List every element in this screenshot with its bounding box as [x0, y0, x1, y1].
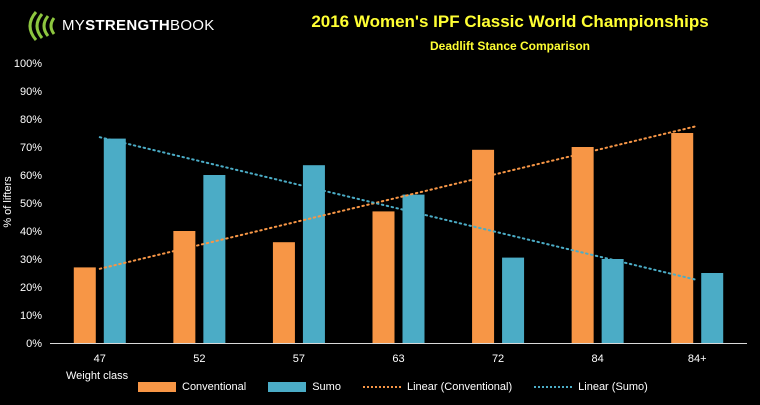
x-tick-label: 52	[193, 353, 205, 365]
logo-text-strength: STRENGTH	[85, 17, 171, 34]
x-tick-label: 57	[293, 353, 305, 365]
logo-arc-2	[35, 13, 44, 39]
logo-text-my: MY	[62, 17, 86, 34]
x-tick-label: 72	[492, 353, 504, 365]
y-tick-label: 100%	[14, 58, 42, 70]
y-tick-label: 80%	[20, 114, 42, 126]
legend-swatch-conventional	[138, 382, 176, 392]
legend-swatch-linear-conventional	[362, 386, 401, 388]
chart-title: 2016 Women's IPF Classic World Champions…	[311, 12, 709, 31]
bar-conventional-57	[272, 242, 295, 343]
bar-conventional-84+	[671, 133, 694, 343]
legend-item-conventional: Conventional	[138, 381, 246, 393]
bar-sumo-57	[302, 165, 325, 343]
bar-sumo-84	[601, 259, 624, 343]
trendline-conventional	[98, 125, 699, 270]
mystrengthbook-logo	[28, 11, 56, 41]
y-tick-label: 10%	[20, 310, 42, 322]
bar-conventional-84	[571, 147, 594, 343]
legend-item-sumo: Sumo	[268, 381, 341, 393]
bar-sumo-84+	[701, 273, 724, 343]
y-tick-label: 70%	[20, 142, 42, 154]
bar-sumo-63	[402, 194, 425, 343]
legend-swatch-sumo	[268, 382, 307, 392]
x-tick-label: 63	[392, 353, 404, 365]
x-tick-label: 84+	[688, 353, 707, 365]
logo-arc-1	[28, 11, 38, 41]
bar-conventional-72	[472, 149, 495, 343]
chart-subtitle: Deadlift Stance Comparison	[429, 39, 591, 53]
y-tick-label: 50%	[20, 198, 42, 210]
y-tick-label: 30%	[20, 254, 42, 266]
x-tick-label: 47	[94, 353, 106, 365]
logo-wordmark: MYSTRENGTHBOOK	[62, 17, 215, 34]
logo-arc-4	[49, 17, 56, 35]
bar-conventional-63	[372, 211, 395, 343]
legend: Conventional Sumo Linear (Conventional) …	[138, 378, 670, 396]
logo-arc-3	[42, 15, 50, 37]
legend-label-linear-sumo: Linear (Sumo)	[578, 381, 648, 393]
y-tick-label: 90%	[20, 86, 42, 98]
bar-conventional-47	[73, 267, 96, 343]
y-tick-label: 0%	[26, 338, 42, 350]
x-axis-label: Weight class	[66, 370, 129, 382]
x-tick-label: 84	[592, 353, 604, 365]
trendline-sumo	[98, 136, 699, 281]
legend-label-linear-conventional: Linear (Conventional)	[406, 381, 513, 393]
y-tick-label: 40%	[20, 226, 42, 238]
y-axis-label: % of lifters	[2, 176, 14, 228]
bar-sumo-72	[502, 257, 525, 343]
logo-text-book: BOOK	[170, 17, 215, 34]
legend-swatch-linear-sumo	[534, 386, 573, 388]
legend-item-linear-sumo: Linear (Sumo)	[534, 381, 648, 393]
y-tick-label: 60%	[20, 170, 42, 182]
legend-item-linear-conventional: Linear (Conventional)	[362, 381, 513, 393]
y-tick-label: 20%	[20, 282, 42, 294]
bar-sumo-52	[203, 175, 226, 343]
legend-label-sumo: Sumo	[312, 381, 341, 393]
legend-label-conventional: Conventional	[182, 381, 247, 393]
bar-conventional-52	[173, 231, 196, 343]
bar-sumo-47	[103, 138, 126, 343]
